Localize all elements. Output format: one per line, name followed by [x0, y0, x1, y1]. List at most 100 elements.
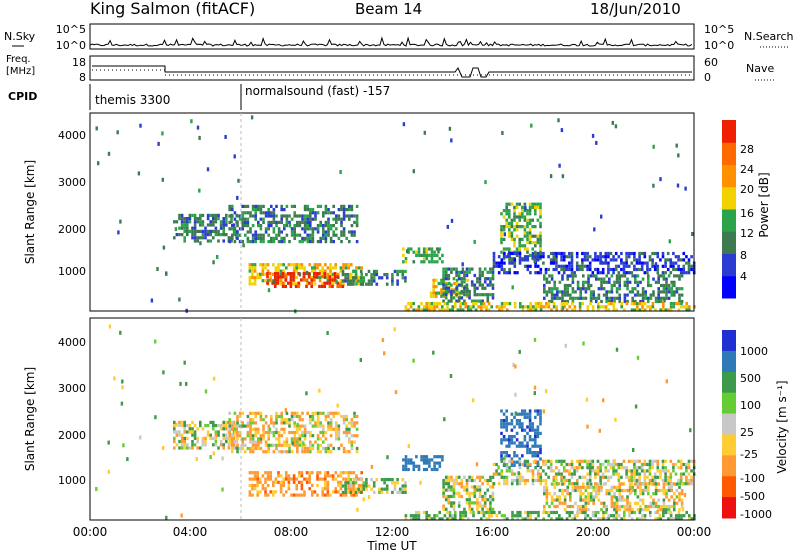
power-cell — [259, 272, 262, 276]
velocity-cell — [275, 430, 278, 435]
velocity-cell — [690, 478, 693, 483]
power-cell — [193, 223, 197, 227]
power-cell — [199, 223, 202, 227]
velocity-cell — [657, 498, 660, 502]
power-cell — [665, 287, 668, 291]
power-cell — [478, 267, 482, 271]
power-cell — [662, 287, 666, 291]
power-cell — [324, 224, 328, 228]
velocity-cell — [201, 427, 205, 431]
power-cell — [329, 211, 333, 215]
power-cell — [337, 208, 341, 212]
velocity-cell — [592, 498, 595, 502]
power-cell — [665, 293, 668, 297]
velocity-cell — [687, 482, 691, 486]
power-cell — [515, 228, 519, 232]
power-cell — [597, 296, 601, 300]
velocity-cell — [531, 472, 535, 476]
velocity-cell — [350, 487, 353, 491]
velocity-cell — [438, 455, 442, 459]
velocity-cell — [354, 481, 358, 485]
power-cell — [455, 281, 459, 286]
velocity-cell — [528, 425, 532, 429]
power-cell — [476, 299, 479, 303]
power-cell — [536, 264, 540, 268]
velocity-cell — [589, 492, 593, 496]
power-cell — [646, 271, 649, 275]
power-sparse-cell — [412, 169, 415, 174]
power-cell — [383, 273, 386, 277]
velocity-cell — [620, 475, 623, 479]
power-cell — [175, 233, 179, 237]
velocity-cell — [173, 427, 176, 431]
power-cell — [656, 264, 660, 268]
velocity-cell — [573, 472, 576, 476]
velocity-cell — [324, 450, 328, 454]
velocity-cell — [344, 490, 347, 494]
velocity-cell — [468, 491, 471, 495]
power-sparse-cell — [473, 239, 476, 244]
power-cell — [285, 214, 289, 218]
velocity-cell — [275, 446, 278, 451]
velocity-cell — [326, 480, 330, 484]
power-cell — [667, 283, 671, 288]
velocity-cell — [678, 498, 681, 502]
power-cell — [515, 247, 519, 251]
power-cell — [314, 217, 317, 221]
power-cell — [290, 217, 294, 221]
velocity-cell — [269, 490, 272, 494]
velocity-cell — [283, 430, 286, 435]
power-cell — [528, 221, 532, 225]
power-cell — [244, 211, 247, 215]
velocity-cell — [465, 478, 469, 483]
velocity-cell — [592, 495, 595, 499]
velocity-cell — [188, 430, 192, 434]
power-ytick-3000: 3000 — [58, 176, 86, 189]
power-cell — [571, 299, 575, 304]
power-cell — [314, 214, 317, 218]
velocity-cell — [337, 446, 341, 451]
velocity-colorbar-swatch — [722, 392, 736, 415]
velocity-cell — [651, 459, 654, 463]
velocity-cell — [669, 459, 673, 463]
power-cell — [270, 224, 273, 228]
velocity-cell — [447, 482, 451, 486]
power-cell — [293, 230, 296, 234]
velocity-cell — [183, 436, 186, 440]
nave-label: Nave — [746, 62, 774, 75]
power-cell — [277, 263, 280, 267]
power-cell — [268, 278, 272, 282]
velocity-cell — [309, 421, 312, 425]
velocity-cell — [279, 487, 283, 491]
power-cell — [321, 269, 324, 273]
power-cell — [370, 279, 373, 283]
velocity-cell — [581, 510, 584, 515]
velocity-cell — [347, 477, 350, 481]
power-cell — [639, 293, 642, 297]
power-cell — [309, 233, 312, 237]
power-cell — [301, 217, 304, 221]
velocity-cell — [510, 478, 514, 483]
power-cell — [605, 274, 608, 278]
power-cell — [631, 274, 634, 278]
power-cell — [630, 271, 634, 275]
power-cell — [602, 280, 606, 284]
velocity-cell — [334, 487, 337, 491]
velocity-cell — [404, 461, 408, 465]
power-sparse-cell — [339, 170, 342, 174]
power-cell — [342, 233, 346, 237]
power-cell — [516, 271, 519, 275]
velocity-cell — [457, 501, 461, 505]
velocity-cell — [547, 466, 550, 470]
velocity-cell — [627, 478, 631, 483]
velocity-cell — [183, 443, 186, 447]
velocity-cell — [298, 440, 302, 444]
velocity-cell — [643, 514, 647, 518]
power-cell — [455, 273, 458, 278]
power-cell — [188, 220, 192, 224]
power-cell — [555, 258, 558, 262]
power-cell — [643, 308, 647, 312]
power-cell — [339, 282, 343, 286]
velocity-cell — [596, 459, 600, 463]
velocity-cell — [362, 487, 366, 491]
